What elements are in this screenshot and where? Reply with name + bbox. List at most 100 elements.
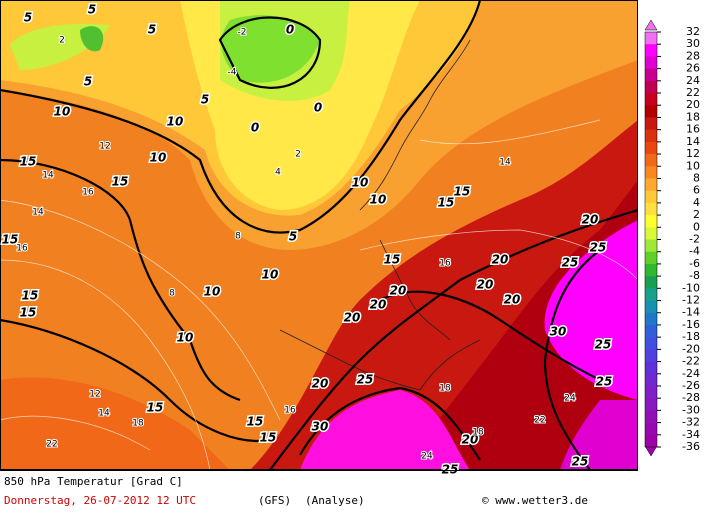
colorbar-band — [645, 56, 657, 69]
contour-label: 10 — [370, 193, 387, 207]
contour-label: 5 — [88, 3, 96, 17]
small-label: 2 — [59, 36, 65, 46]
small-label: 16 — [16, 244, 28, 254]
colorbar-band — [645, 276, 657, 289]
colorbar-label: -2 — [689, 233, 700, 246]
small-label: 24 — [421, 452, 433, 462]
colorbar-label: 20 — [686, 98, 700, 111]
small-label: 22 — [534, 416, 545, 426]
contour-label: 15 — [20, 306, 37, 320]
footer-credit: © www.wetter3.de — [482, 494, 588, 507]
colorbar-label: -32 — [682, 416, 700, 429]
colorbar-label: 6 — [693, 184, 700, 197]
colorbar-label: 12 — [686, 147, 700, 160]
contour-label: 5 — [84, 75, 92, 89]
colorbar-label: -36 — [682, 440, 700, 453]
contour-label: 5 — [289, 230, 297, 244]
contour-label: 15 — [260, 431, 277, 445]
colorbar-band — [645, 166, 657, 179]
contour-label: 25 — [357, 373, 374, 387]
footer-date: Donnerstag, 26-07-2012 12 UTC — [4, 494, 196, 507]
contour-label: 20 — [312, 377, 329, 391]
colorbar-band — [645, 434, 657, 448]
colorbar-label: -22 — [682, 355, 700, 368]
map-frame — [0, 0, 638, 470]
small-label: 8 — [169, 289, 175, 299]
colorbar-label: 32 — [686, 25, 700, 38]
contour-label: 30 — [312, 420, 329, 434]
contour-label: 15 — [247, 415, 264, 429]
small-label: 2 — [295, 150, 301, 160]
colorbar-band — [645, 324, 657, 338]
contour-label: 15 — [112, 175, 129, 189]
small-label: 18 — [472, 428, 484, 438]
colorbar-band — [645, 80, 657, 94]
contour-label: 10 — [150, 151, 167, 165]
small-label: 16 — [82, 188, 94, 198]
contour-label: 25 — [562, 256, 579, 270]
colorbar-label: 14 — [686, 135, 700, 148]
footer-run: (Analyse) — [305, 494, 365, 507]
colorbar-label: 30 — [686, 37, 700, 50]
colorbar-band — [645, 263, 657, 277]
colorbar-band — [645, 361, 657, 375]
small-label: 16 — [284, 406, 296, 416]
colorbar-band — [645, 312, 657, 326]
small-label: 12 — [89, 390, 100, 400]
small-label: -2 — [238, 28, 247, 38]
small-label: 4 — [275, 168, 281, 178]
small-label: 18 — [439, 384, 451, 394]
colorbar-band — [645, 117, 657, 130]
colorbar-label: 18 — [686, 110, 700, 123]
colorbar-label: -34 — [682, 428, 700, 441]
small-label: 14 — [32, 208, 44, 218]
colorbar-band — [645, 68, 657, 82]
colorbar-label: 28 — [686, 49, 700, 62]
contour-label: 20 — [462, 433, 479, 447]
colorbar-label: -24 — [682, 367, 700, 380]
colorbar-label: -30 — [682, 403, 700, 416]
colorbar-band — [645, 385, 657, 399]
contour-label: 15 — [147, 401, 164, 415]
colorbar-band — [645, 288, 657, 301]
colorbar-arrow-top — [644, 19, 658, 31]
contour-label: 10 — [204, 285, 221, 299]
colorbar-band — [645, 410, 657, 423]
contour-label: 30 — [550, 325, 567, 339]
small-label: 22 — [46, 440, 57, 450]
contour-label: 10 — [262, 268, 279, 282]
colorbar-label: 24 — [686, 74, 700, 87]
contour-label: 25 — [572, 455, 589, 469]
colorbar-label: 0 — [693, 220, 700, 233]
colorbar-band — [645, 129, 657, 143]
colorbar-arrow-bottom — [644, 445, 658, 457]
colorbar-band — [645, 373, 657, 387]
colorbar-label: -18 — [682, 330, 700, 343]
colorbar-band — [645, 300, 657, 314]
colorbar-band — [645, 190, 657, 204]
colorbar-band — [645, 105, 657, 118]
colorbar-label: 10 — [686, 159, 700, 172]
colorbar-band — [645, 227, 657, 240]
small-label: -4 — [228, 68, 237, 78]
colorbar-band — [645, 178, 657, 191]
contour-label: 10 — [54, 105, 71, 119]
small-label: 8 — [235, 232, 241, 242]
colorbar-label: -4 — [689, 245, 700, 258]
contour-label: 10 — [177, 331, 194, 345]
colorbar-band — [645, 44, 657, 57]
colorbar-band — [645, 398, 657, 411]
contour-label: 25 — [595, 338, 612, 352]
contour-label: 10 — [167, 115, 184, 129]
colorbar-label: -8 — [689, 269, 700, 282]
contour-label: 25 — [596, 375, 613, 389]
colorbar-label: 26 — [686, 62, 700, 75]
small-label: 14 — [499, 158, 511, 168]
contour-label: 15 — [22, 289, 39, 303]
contour-label: 10 — [352, 176, 369, 190]
colorbar-band — [645, 93, 657, 106]
small-label: 24 — [564, 394, 576, 404]
footer-model: (GFS) — [258, 494, 291, 507]
